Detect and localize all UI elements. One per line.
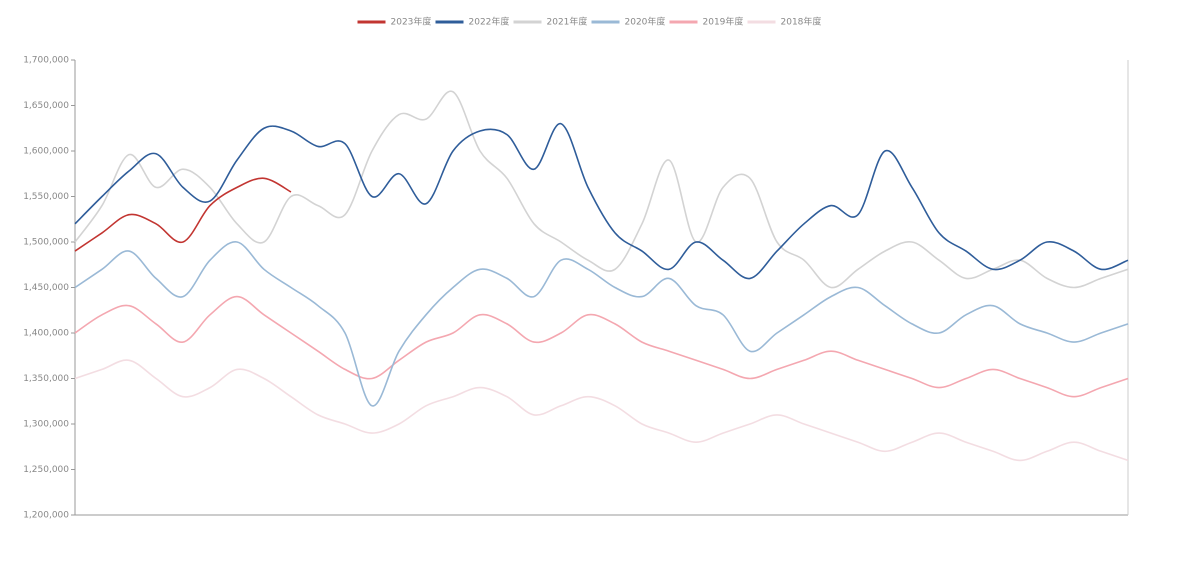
- series-line: [74, 90, 1129, 289]
- y-tick-label: 1,350,000: [23, 374, 69, 384]
- y-tick-label: 1,300,000: [23, 420, 69, 430]
- y-tick-label: 1,650,000: [23, 101, 69, 111]
- legend-label: 2018年度: [781, 16, 822, 28]
- legend-label: 2019年度: [703, 16, 744, 28]
- y-tick-label: 1,500,000: [23, 238, 69, 248]
- legend-label: 2022年度: [469, 16, 510, 28]
- series-line: [74, 177, 292, 252]
- legend-label: 2021年度: [547, 16, 588, 28]
- legend-label: 2020年度: [625, 16, 666, 28]
- legend-label: 2023年度: [391, 16, 432, 28]
- series-line: [74, 122, 1129, 280]
- y-tick-label: 1,400,000: [23, 329, 69, 339]
- series-line: [74, 241, 1129, 407]
- y-tick-label: 1,550,000: [23, 192, 69, 202]
- y-tick-label: 1,450,000: [23, 283, 69, 293]
- series-line: [74, 359, 1129, 462]
- series-line: [74, 295, 1129, 398]
- y-tick-label: 1,700,000: [23, 56, 69, 66]
- y-tick-label: 1,200,000: [23, 511, 69, 521]
- y-tick-label: 1,600,000: [23, 147, 69, 157]
- y-tick-label: 1,250,000: [23, 465, 69, 475]
